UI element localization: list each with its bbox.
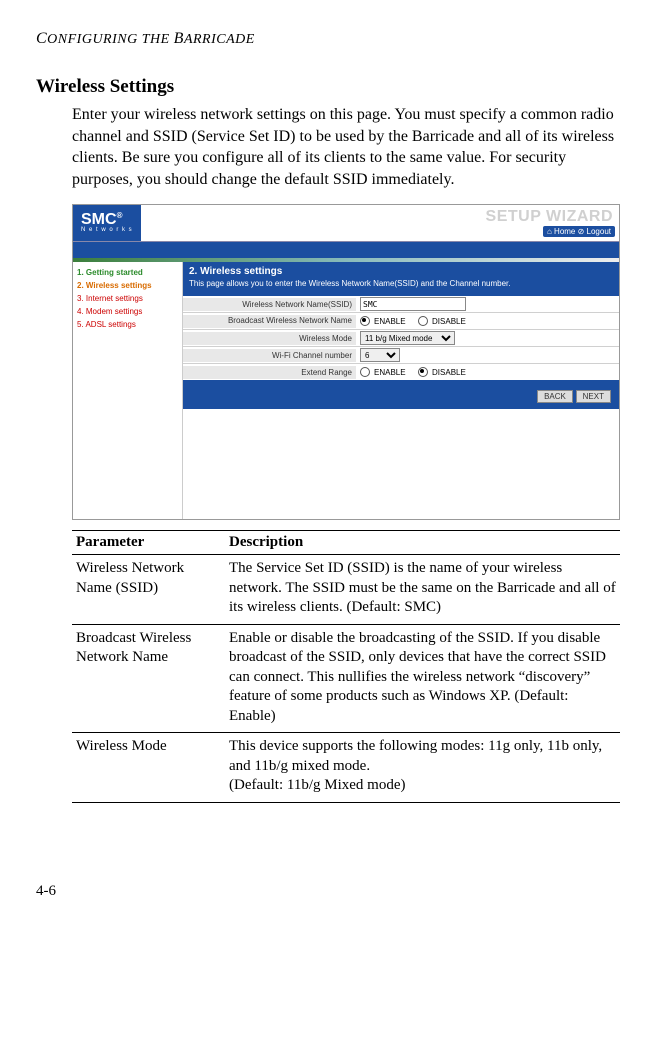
sidebar-item-getting-started[interactable]: 1. Getting started <box>77 266 182 279</box>
main-panel-desc: This page allows you to enter the Wirele… <box>183 279 619 296</box>
extend-disable-text: DISABLE <box>432 368 466 377</box>
sidebar-item-modem[interactable]: 4. Modem settings <box>77 305 182 318</box>
param-cell: Wireless Network Name (SSID) <box>72 555 225 625</box>
ssid-label: Wireless Network Name(SSID) <box>183 298 356 311</box>
blue-strip <box>73 241 619 258</box>
back-button[interactable]: BACK <box>537 390 573 403</box>
router-screenshot: SMC® N e t w o r k s SETUP WIZARD ⌂ Home… <box>72 204 620 520</box>
broadcast-disable-radio[interactable] <box>418 316 428 326</box>
broadcast-disable-text: DISABLE <box>432 317 466 326</box>
next-button[interactable]: NEXT <box>576 390 611 403</box>
extend-label: Extend Range <box>183 366 356 379</box>
mode-label: Wireless Mode <box>183 332 356 345</box>
wizard-sidebar: 1. Getting started 2. Wireless settings … <box>73 262 183 519</box>
ssid-input[interactable] <box>360 297 466 311</box>
broadcast-enable-radio[interactable] <box>360 316 370 326</box>
page-header: CONFIGURING THE BARRICADE <box>36 30 620 48</box>
broadcast-enable-text: ENABLE <box>374 317 406 326</box>
sidebar-item-internet[interactable]: 3. Internet settings <box>77 292 182 305</box>
section-title: Wireless Settings <box>36 76 620 98</box>
th-parameter: Parameter <box>72 531 225 555</box>
extend-disable-radio[interactable] <box>418 367 428 377</box>
blank-area <box>183 409 619 519</box>
main-panel-title: 2. Wireless settings <box>183 262 619 279</box>
param-cell: Wireless Mode <box>72 733 225 803</box>
mode-select[interactable]: 11 b/g Mixed mode <box>360 331 455 345</box>
desc-cell: The Service Set ID (SSID) is the name of… <box>225 555 620 625</box>
smc-logo: SMC® N e t w o r k s <box>73 205 141 241</box>
desc-cell: Enable or disable the broadcasting of th… <box>225 624 620 733</box>
parameter-table: Parameter Description Wireless Network N… <box>72 530 620 803</box>
sidebar-item-wireless[interactable]: 2. Wireless settings <box>77 279 182 292</box>
screenshot-header: SMC® N e t w o r k s SETUP WIZARD ⌂ Home… <box>73 205 619 241</box>
wizard-main: 2. Wireless settings This page allows yo… <box>183 262 619 519</box>
th-description: Description <box>225 531 620 555</box>
page-number: 4-6 <box>36 883 620 900</box>
extend-enable-text: ENABLE <box>374 368 406 377</box>
channel-select[interactable]: 6 <box>360 348 400 362</box>
table-row: Wireless Mode This device supports the f… <box>72 733 620 803</box>
desc-cell: This device supports the following modes… <box>225 733 620 803</box>
broadcast-label: Broadcast Wireless Network Name <box>183 315 356 328</box>
table-row: Wireless Network Name (SSID) The Service… <box>72 555 620 625</box>
home-logout[interactable]: ⌂ Home ⊘ Logout <box>543 226 615 237</box>
settings-form: Wireless Network Name(SSID) Broadcast Wi… <box>183 296 619 380</box>
setup-wizard-label: SETUP WIZARD <box>486 208 619 226</box>
intro-paragraph: Enter your wireless network settings on … <box>72 104 620 190</box>
channel-label: Wi-Fi Channel number <box>183 349 356 362</box>
extend-enable-radio[interactable] <box>360 367 370 377</box>
param-cell: Broadcast Wireless Network Name <box>72 624 225 733</box>
sidebar-item-adsl[interactable]: 5. ADSL settings <box>77 318 182 331</box>
table-row: Broadcast Wireless Network Name Enable o… <box>72 624 620 733</box>
